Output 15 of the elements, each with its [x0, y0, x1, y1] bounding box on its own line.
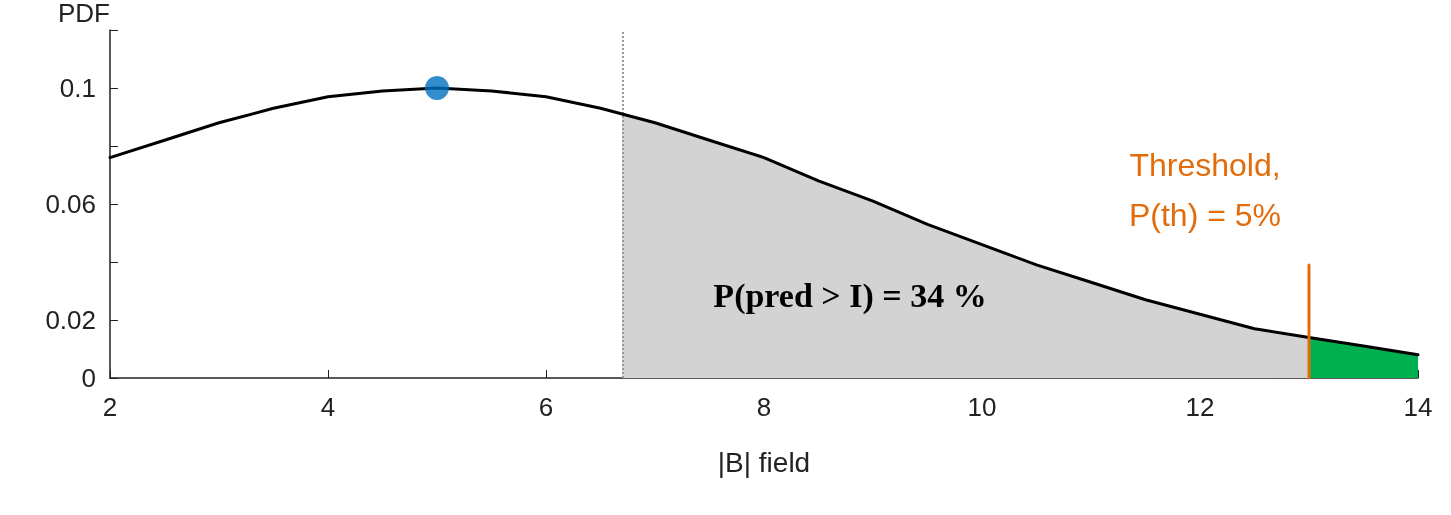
- x-tick-label: 12: [1185, 392, 1215, 422]
- y-tick-label: 0.02: [45, 305, 96, 335]
- x-tick-label: 8: [756, 392, 772, 422]
- x-tick-label: 10: [967, 392, 997, 422]
- x-tick-label: 2: [102, 392, 118, 422]
- x-tick-label: 4: [320, 392, 336, 422]
- annotation: Threshold, P(th) = 5%: [1128, 147, 1282, 233]
- y-tick-label: 0.1: [59, 73, 96, 103]
- x-tick-label: 6: [538, 392, 554, 422]
- y-tick-label: 0: [81, 363, 96, 393]
- y-tick-label: 0.06: [45, 189, 96, 219]
- x-tick-label: 14: [1403, 392, 1433, 422]
- annotation: P(pred > I) = 34 %: [713, 276, 987, 315]
- y-axis-title: PDF: [58, 0, 110, 28]
- x-axis-title: |B| field: [717, 446, 811, 478]
